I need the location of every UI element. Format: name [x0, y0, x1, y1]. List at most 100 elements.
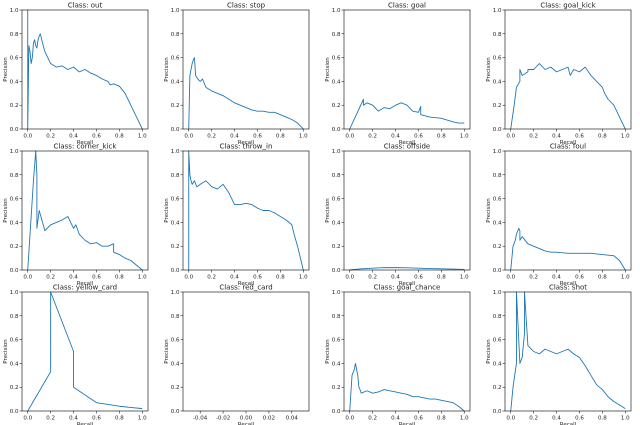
x-tick-label: 0.4 — [230, 134, 239, 140]
y-tick-label: 1.0 — [171, 8, 180, 14]
y-tick-label: 0.6 — [10, 56, 19, 62]
y-axis-label: Precision — [325, 339, 331, 364]
subplot-shot: Class: shot 0.0 0.2 0.4 0.6 0.8 1.0 0.0 0.2 0.4 0.… — [486, 284, 632, 425]
subplot-title: Class: yellow_card — [53, 284, 117, 292]
x-tick-label: 0.4 — [230, 275, 239, 281]
y-tick-label: 0.8 — [493, 32, 502, 38]
subplot-yellow-card: Class: yellow_card 0.0 0.2 0.4 0.6 0.8 1.0 0.0 0… — [3, 284, 149, 425]
y-axis-label: Precision — [3, 57, 9, 82]
x-tick-label: 0.0 — [23, 134, 32, 140]
x-tick-label: 0.0 — [506, 275, 515, 281]
y-tick-label: 0.0 — [171, 127, 180, 133]
x-tick-label: 0.6 — [92, 134, 101, 140]
y-tick-label: 1.0 — [493, 290, 502, 296]
x-axis-label: Recall — [77, 281, 94, 287]
pr-curve-line — [188, 150, 304, 271]
y-tick-label: 0.2 — [493, 244, 502, 250]
subplot-title: Class: offside — [384, 143, 430, 151]
subplot-title: Class: out — [68, 2, 103, 10]
x-tick-label: 0.4 — [552, 416, 561, 422]
y-tick-label: 0.4 — [332, 79, 341, 85]
x-tick-label: 0.6 — [414, 134, 423, 140]
y-tick-label: 0.0 — [10, 127, 19, 133]
y-axis-label: Precision — [486, 339, 492, 364]
x-tick-label: 0.0 — [184, 275, 193, 281]
subplot-title: Class: stop — [227, 2, 266, 10]
x-tick-label: 0.2 — [529, 134, 538, 140]
subplot-out: Class: out 0.0 0.2 0.4 0.6 0.8 1.0 0.0 0.2 0.4 0.6… — [3, 2, 149, 146]
y-tick-label: 0.4 — [493, 220, 502, 226]
axes-frame — [21, 291, 149, 412]
y-tick-label: 0.2 — [10, 385, 19, 391]
y-tick-label: 1.0 — [493, 149, 502, 155]
pr-curve-line — [349, 267, 465, 271]
x-tick-label: 0.6 — [575, 275, 584, 281]
x-tick-label: 0.4 — [391, 275, 400, 281]
y-axis-label: Precision — [164, 57, 170, 82]
y-tick-label: 0.2 — [10, 244, 19, 250]
y-tick-label: 0.0 — [171, 409, 180, 415]
y-tick-label: 0.4 — [493, 361, 502, 367]
pr-curve-line — [510, 227, 626, 271]
x-tick-label: 0.2 — [368, 416, 377, 422]
x-tick-label: 0.8 — [437, 275, 446, 281]
x-axis-label: Recall — [238, 422, 255, 425]
y-tick-label: 0.8 — [332, 314, 341, 320]
y-tick-label: 0.4 — [10, 79, 19, 85]
y-axis-label: Precision — [3, 339, 9, 364]
y-axis-label: Precision — [164, 339, 170, 364]
y-tick-label: 0.6 — [10, 197, 19, 203]
pr-curve-line — [510, 63, 626, 130]
y-tick-label: 1.0 — [10, 8, 19, 14]
axes-frame — [504, 150, 632, 271]
x-tick-label: 0.0 — [506, 416, 515, 422]
x-axis-label: Recall — [399, 422, 416, 425]
subplot-red-card: Class: red_card -0.04 -0.02 0.00 0.02 0.04 0.0… — [164, 284, 310, 425]
y-tick-label: 0.2 — [493, 385, 502, 391]
y-tick-label: 0.6 — [493, 56, 502, 62]
x-tick-label: 0.8 — [115, 275, 124, 281]
y-tick-label: 0.6 — [171, 338, 180, 344]
y-tick-label: 0.6 — [493, 197, 502, 203]
x-tick-label: 0.2 — [207, 275, 216, 281]
subplot-corner-kick: Class: corner_kick 0.0 0.2 0.4 0.6 0.8 1.0 0.0 0… — [3, 143, 149, 287]
subplot-title: Class: corner_kick — [54, 143, 118, 151]
x-tick-label: 0.02 — [263, 416, 275, 422]
y-tick-label: 0.0 — [493, 127, 502, 133]
y-tick-label: 0.0 — [10, 409, 19, 415]
y-tick-label: 0.2 — [171, 244, 180, 250]
pr-curve-line — [510, 291, 626, 412]
x-tick-label: 0.6 — [414, 416, 423, 422]
y-tick-label: 0.8 — [332, 32, 341, 38]
y-tick-label: 1.0 — [10, 290, 19, 296]
subplot-title: Class: red_card — [219, 284, 272, 292]
subplot-goal-chance: Class: goal_chance 0.0 0.2 0.4 0.6 0.8 1.0 0.0 0… — [325, 284, 471, 425]
x-tick-label: 0.0 — [345, 416, 354, 422]
subplot-stop: Class: stop 0.0 0.2 0.4 0.6 0.8 1.0 0.0 0.2 0.4 0.… — [164, 2, 310, 146]
y-tick-label: 0.4 — [493, 79, 502, 85]
y-tick-label: 0.0 — [10, 268, 19, 274]
axes-frame — [182, 150, 310, 271]
y-tick-label: 0.2 — [493, 103, 502, 109]
y-tick-label: 0.2 — [171, 385, 180, 391]
x-tick-label: 0.0 — [345, 134, 354, 140]
subplot-title: Class: shot — [549, 284, 587, 292]
x-tick-label: 1.0 — [138, 134, 147, 140]
axes-frame — [343, 150, 471, 271]
y-tick-label: 0.4 — [332, 361, 341, 367]
x-tick-label: 0.8 — [598, 275, 607, 281]
axes-frame — [21, 150, 149, 271]
y-tick-label: 0.8 — [10, 314, 19, 320]
y-tick-label: 0.6 — [493, 338, 502, 344]
y-tick-label: 0.4 — [171, 220, 180, 226]
y-tick-label: 0.8 — [10, 32, 19, 38]
y-tick-label: 0.0 — [332, 409, 341, 415]
x-tick-label: 0.2 — [207, 134, 216, 140]
axes-frame — [504, 291, 632, 412]
x-tick-label: 0.6 — [92, 416, 101, 422]
subplot-title: Class: foul — [550, 143, 586, 151]
x-axis-label: Recall — [399, 281, 416, 287]
x-tick-label: 0.8 — [276, 275, 285, 281]
x-tick-label: 0.4 — [391, 134, 400, 140]
